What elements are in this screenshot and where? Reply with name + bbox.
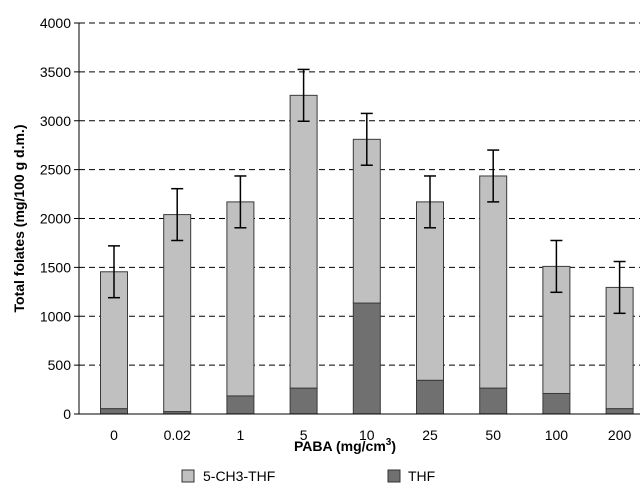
- y-tick-label: 4000: [40, 15, 71, 31]
- bar-segment-5-ch3-thf: [289, 94, 318, 389]
- bar-segment-thf: [416, 379, 444, 415]
- x-axis-label-main: PABA (mg/cm: [294, 438, 386, 454]
- x-axis-label-superscript: 3: [386, 437, 392, 448]
- y-tick-label: 3000: [40, 113, 71, 129]
- bar-segment-5-ch3-thf: [479, 175, 508, 389]
- bar-segment-5-ch3-thf: [416, 201, 444, 381]
- bar-segment-5-ch3-thf: [163, 214, 192, 413]
- y-tick-label: 0: [63, 406, 71, 422]
- bar-segment-thf: [542, 392, 571, 415]
- bar-segment-thf: [100, 408, 128, 415]
- x-tick-label: 100: [545, 427, 569, 443]
- y-tick-label: 1000: [40, 308, 71, 324]
- x-tick-label: 10: [359, 427, 375, 443]
- bar-segment-5-ch3-thf: [352, 138, 381, 304]
- x-tick-label: 1: [237, 427, 245, 443]
- y-tick-label: 3500: [40, 64, 71, 80]
- bar-segment-thf: [605, 408, 634, 415]
- error-bars: [108, 68, 626, 315]
- y-tick-labels: 0 500 1000 1500 2000 2500 3000 3500 4000: [40, 15, 79, 422]
- y-tick-label: 1500: [40, 259, 71, 275]
- y-axis-label: Total folates (mg/100 g d.m.): [11, 125, 27, 313]
- bar-segment-thf: [226, 395, 255, 415]
- y-tick-label: 500: [48, 357, 72, 373]
- x-tick-labels: 0 0.02 1 5 10 25 50 100 200: [110, 427, 631, 443]
- x-tick-label: 25: [422, 427, 438, 443]
- x-axis-label: PABA (mg/cm3): [294, 437, 396, 454]
- legend-label-thf: THF: [408, 468, 435, 484]
- bar-segment-thf: [352, 302, 381, 415]
- bar-segment-5-ch3-thf: [226, 201, 255, 397]
- bars: [100, 94, 634, 415]
- x-tick-label: 0: [110, 427, 118, 443]
- bar-segment-thf: [289, 387, 318, 415]
- x-tick-label: 0.02: [164, 427, 191, 443]
- legend-swatch-5-ch3-thf: [181, 469, 195, 483]
- y-tick-label: 2000: [40, 211, 71, 227]
- x-tick-label: 5: [300, 427, 308, 443]
- x-tick-label: 50: [485, 427, 501, 443]
- legend: 5-CH3-THF THF: [181, 468, 435, 484]
- bar-segment-thf: [479, 387, 508, 415]
- legend-swatch-thf: [387, 469, 401, 483]
- x-tick-label: 200: [608, 427, 632, 443]
- x-axis-label-suffix: ): [391, 438, 396, 454]
- y-tick-label: 2500: [40, 162, 71, 178]
- legend-label-5-ch3-thf: 5-CH3-THF: [203, 468, 275, 484]
